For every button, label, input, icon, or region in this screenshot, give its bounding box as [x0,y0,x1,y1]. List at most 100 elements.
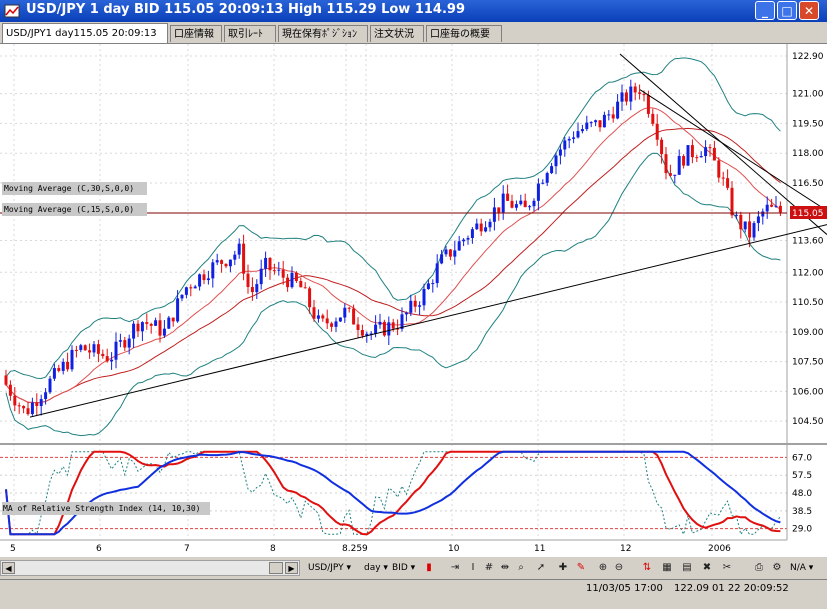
candle-body [294,272,298,281]
candle-body [92,344,96,353]
candle-body [717,160,721,178]
candle-body [140,322,144,332]
symbol-select[interactable]: USD/JPY ▾ [306,560,354,576]
tab-account-summary[interactable]: 口座毎の概要 [426,25,502,42]
candle-body [770,204,774,207]
trendlines[interactable] [29,53,827,418]
candle-icon[interactable]: ▮ [426,562,432,573]
candle-body [616,101,620,119]
ma30-label[interactable]: Moving Average (C,30,S,0,0) [4,184,134,193]
candle-body [624,92,628,102]
candle-body [466,237,470,240]
rsi-label[interactable]: MA of Relative Strength Index (14, 10,30… [3,504,200,513]
rsi-y-tick-label: 48.0 [792,489,812,499]
candle-body [149,323,153,326]
x-tick-label: 12 [620,544,631,554]
minimize-button[interactable]: _ [755,1,775,20]
tab-usdjpy-chart[interactable]: USD/JPY1 day115.05 20:09:13 [2,23,168,43]
cursor-icon[interactable]: ➚ [536,562,546,573]
cross-icon[interactable]: ✖ [702,562,712,573]
candle-body [488,221,492,228]
maximize-button[interactable]: □ [777,1,797,20]
ma15-label[interactable]: Moving Average (C,15,S,0,0) [4,205,134,214]
arrows-icon[interactable]: ⇅ [642,562,652,573]
y-tick-label: 104.50 [792,417,824,427]
scroll-right-icon[interactable]: ▶ [285,562,298,574]
pencil-icon[interactable]: ✎ [576,562,586,573]
x-tick-label: 9 [362,544,368,554]
price-type-select[interactable]: BID ▾ [390,560,418,576]
chart-svg[interactable]: 122.90 121.00 119.50 118.00 116.50 113.60 112.… [0,44,827,556]
y-tick-label: 119.50 [792,119,824,129]
candle-body [308,288,312,308]
candle-body [589,122,593,124]
tab-bar: USD/JPY1 day115.05 20:09:13 口座情報 取引ﾚｰﾄ 現… [0,23,827,44]
candle-body [607,114,611,116]
tab-account-info[interactable]: 口座情報 [170,25,222,42]
title-bar: USD/JPY 1 day BID 115.05 20:09:13 High 1… [0,0,827,22]
candle-body [440,254,444,264]
tab-orders[interactable]: 注文状況 [370,25,424,42]
ticks-icon[interactable]: ⇹ [500,562,510,573]
zoom-icon[interactable]: ⌕ [518,562,524,573]
y-tick-label: 106.00 [792,387,824,397]
crosshair-icon[interactable]: ✚ [558,562,568,573]
line-icon[interactable]: Ⅰ [471,562,475,573]
candle-body [39,399,43,407]
close-button[interactable]: ✕ [799,1,819,20]
x-tick-label: 6 [96,544,102,554]
candle-body [277,269,281,271]
tab-positions[interactable]: 現在保有ﾎﾟｼﾞｼｮﾝ [278,25,368,42]
candle-body [374,324,378,334]
candle-body [409,300,413,313]
candle-body [272,270,276,272]
bar-icon[interactable]: ⇥ [450,562,460,573]
rsi-y-tick-label: 29.0 [792,525,812,535]
candle-body [686,145,690,166]
horizontal-scrollbar[interactable]: ◀ ▶ [0,560,300,576]
candle-body [726,178,730,188]
status-price: 122.09 [674,583,709,594]
zoom-in-icon[interactable]: ⊕ [598,562,608,573]
tools-icon[interactable]: ✂ [722,562,732,573]
na-select[interactable]: N/A ▾ [788,560,816,576]
candle-body [730,187,734,216]
candle-body [242,243,246,274]
rsi-ma30-line [5,450,781,536]
candle-body [118,340,122,342]
grid-icon[interactable]: ▦ [662,562,672,573]
candle-body [88,350,92,353]
candle-body [765,204,769,212]
candle-body [739,214,743,230]
candle-body [127,338,131,348]
tab-trade-rates[interactable]: 取引ﾚｰﾄ [224,25,276,42]
scroll-thumb[interactable] [269,562,283,574]
chart-area[interactable]: 122.90 121.00 119.50 118.00 116.50 113.60 112.… [0,44,827,556]
scroll-left-icon[interactable]: ◀ [2,562,15,574]
candle-body [136,323,140,332]
layers-icon[interactable]: ▤ [682,562,692,573]
interval-select[interactable]: day ▾ [362,560,390,576]
candle-body [435,263,439,284]
candle-body [61,361,65,371]
candle-body [35,402,39,407]
zoom-out-icon[interactable]: ⊖ [614,562,624,573]
y-tick-label: 110.50 [792,298,824,308]
candle-body [303,287,307,289]
candle-body [123,340,127,348]
candle-body [668,173,672,176]
candle-body [26,408,30,415]
print-icon[interactable]: ⎙ [755,562,763,573]
app-icon [4,4,20,18]
candle-body [22,406,26,409]
rsi-y-tick-label: 57.5 [792,471,812,481]
candle-body [281,269,285,278]
y-tick-label: 112.00 [792,268,824,278]
candle-body [448,249,452,257]
candle-body [202,274,206,281]
candle-body [325,318,329,324]
hash-icon[interactable]: # [484,562,494,573]
candle-body [510,200,514,208]
settings-icon[interactable]: ⚙ [772,562,782,573]
candle-body [550,166,554,174]
